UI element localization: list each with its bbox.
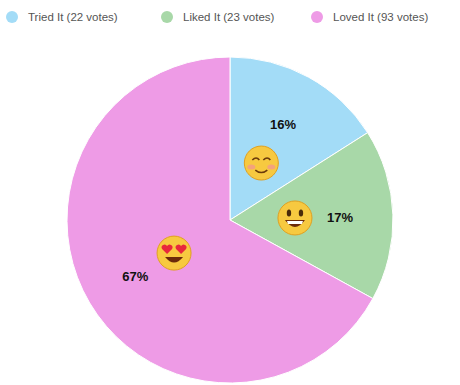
legend-swatch bbox=[161, 11, 173, 23]
legend-swatch bbox=[6, 11, 18, 23]
slices bbox=[67, 57, 393, 383]
emoji-icon bbox=[157, 236, 191, 270]
legend: Tried It (22 votes) Liked It (23 votes) Lo… bbox=[6, 11, 428, 23]
emoji-icon bbox=[278, 201, 312, 235]
legend-label: Tried It (22 votes) bbox=[28, 11, 118, 23]
data-labels: 16% 17% 67% bbox=[122, 117, 353, 284]
data-label: 16% bbox=[270, 117, 296, 132]
chart: Tried It (22 votes) Liked It (23 votes) Lo… bbox=[0, 0, 460, 385]
pie-slice bbox=[67, 57, 373, 383]
emoji-icon bbox=[244, 146, 278, 180]
legend-label: Loved It (93 votes) bbox=[333, 11, 428, 23]
data-label: 17% bbox=[327, 210, 353, 225]
legend-swatch bbox=[311, 11, 323, 23]
legend-label: Liked It (23 votes) bbox=[183, 11, 275, 23]
data-label: 67% bbox=[122, 269, 148, 284]
